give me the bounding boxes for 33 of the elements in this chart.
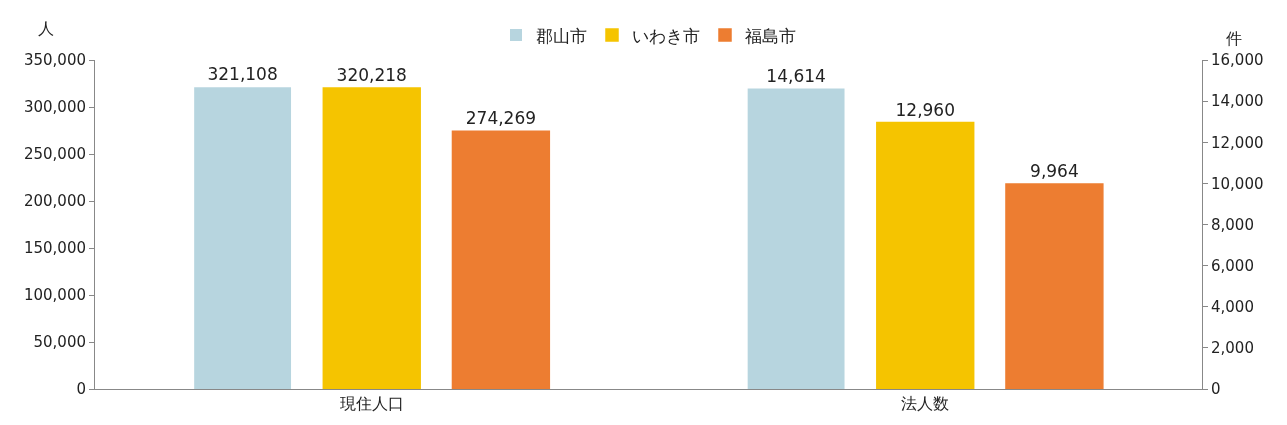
data-label: 12,960 bbox=[895, 99, 955, 120]
y-tick-label: 50,000 bbox=[33, 333, 86, 352]
bar bbox=[451, 130, 551, 389]
y-tick-label: 200,000 bbox=[23, 192, 86, 211]
y2-tick-label: 10,000 bbox=[1211, 174, 1264, 193]
y-tick-label: 150,000 bbox=[23, 239, 86, 258]
y2-axis-title: 件 bbox=[1226, 29, 1242, 48]
y-tick-label: 100,000 bbox=[23, 286, 86, 305]
y-axis-title: 人 bbox=[38, 19, 54, 38]
legend-label: 福島市 bbox=[745, 25, 796, 46]
y2-tick-label: 6,000 bbox=[1211, 256, 1254, 275]
y2-tick-label: 12,000 bbox=[1211, 133, 1264, 152]
legend-label: いわき市 bbox=[632, 25, 700, 46]
x-tick-label: 現住人口 bbox=[339, 394, 404, 414]
data-label: 320,218 bbox=[336, 65, 407, 85]
data-label: 274,269 bbox=[465, 108, 537, 129]
y2-tick-label: 0 bbox=[1211, 380, 1221, 399]
data-label: 9,964 bbox=[1030, 161, 1079, 182]
bar bbox=[194, 87, 292, 389]
data-label: 14,614 bbox=[766, 65, 826, 86]
y2-tick-label: 16,000 bbox=[1211, 51, 1264, 70]
legend-label: 郡山市 bbox=[536, 25, 587, 46]
y-tick-label: 250,000 bbox=[23, 145, 86, 164]
bar bbox=[322, 87, 421, 389]
x-tick-label: 法人数 bbox=[901, 394, 950, 414]
y-tick-label: 300,000 bbox=[23, 98, 86, 117]
y-tick-label: 350,000 bbox=[23, 51, 86, 70]
y-tick-label: 0 bbox=[76, 380, 86, 399]
y2-tick-label: 2,000 bbox=[1211, 339, 1254, 358]
y2-tick-label: 8,000 bbox=[1211, 215, 1254, 234]
y2-tick-label: 4,000 bbox=[1211, 298, 1254, 316]
data-label: 321,108 bbox=[207, 64, 278, 85]
y2-tick-label: 14,000 bbox=[1211, 92, 1264, 111]
